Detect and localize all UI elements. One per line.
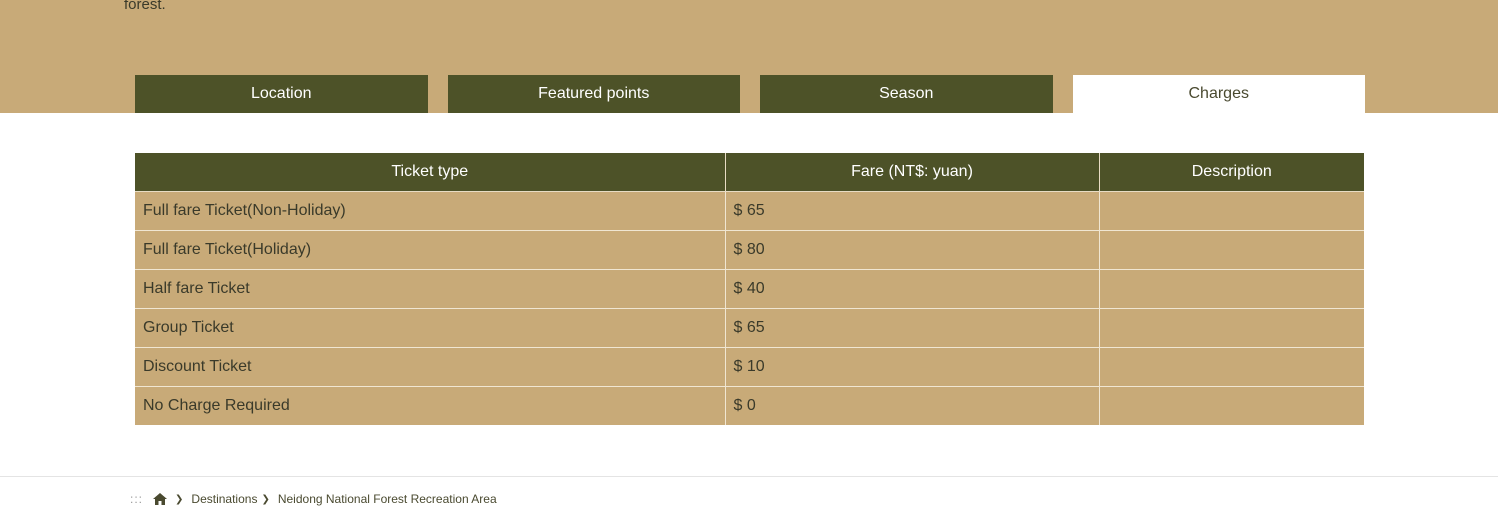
tab-season[interactable]: Season [760,75,1053,113]
table-row: Half fare Ticket $ 40 [135,269,1364,309]
fare-table: Ticket type Fare (NT$: yuan) Description… [135,153,1364,425]
ticket-type-cell: Group Ticket [135,308,726,348]
ticket-type-cell: Discount Ticket [135,347,726,387]
home-icon[interactable] [153,493,168,505]
description-cell [1099,230,1364,270]
description-cell [1099,191,1364,231]
fare-cell: $ 65 [725,191,1100,231]
table-row: Discount Ticket $ 10 [135,347,1364,387]
chevron-right-icon: ❯ [261,493,270,505]
fare-cell: $ 10 [725,347,1100,387]
header-description: Description [1099,153,1364,192]
header-fare: Fare (NT$: yuan) [725,153,1100,192]
description-cell [1099,347,1364,387]
fare-cell: $ 65 [725,308,1100,348]
accesskey-link[interactable]: ::: [130,492,144,506]
fare-cell: $ 40 [725,269,1100,309]
chevron-right-icon: ❯ [175,493,184,505]
footer-divider [0,476,1498,477]
description-cell [1099,386,1364,425]
breadcrumb-item-current[interactable]: Neidong National Forest Recreation Area [277,492,497,506]
description-cell [1099,308,1364,348]
tab-charges[interactable]: Charges [1072,75,1365,113]
table-header-row: Ticket type Fare (NT$: yuan) Description [135,153,1364,192]
info-tabs: Location Featured points Season Charges [135,75,1365,113]
ticket-type-cell: Full fare Ticket(Holiday) [135,230,726,270]
ticket-type-cell: Half fare Ticket [135,269,726,309]
fare-cell: $ 80 [725,230,1100,270]
header-ticket-type: Ticket type [135,153,726,192]
tab-location[interactable]: Location [135,75,428,113]
tab-featured-points[interactable]: Featured points [447,75,740,113]
description-cell [1099,269,1364,309]
ticket-type-cell: Full fare Ticket(Non-Holiday) [135,191,726,231]
table-row: Full fare Ticket(Non-Holiday) $ 65 [135,191,1364,231]
table-row: Full fare Ticket(Holiday) $ 80 [135,230,1364,270]
breadcrumb-item-destinations[interactable]: Destinations [191,492,258,506]
fare-cell: $ 0 [725,386,1100,425]
table-row: No Charge Required $ 0 [135,386,1364,425]
breadcrumb: ::: ❯ Destinations ❯ Neidong National Fo… [130,491,497,507]
ticket-type-cell: No Charge Required [135,386,726,425]
intro-text: forest. [124,0,166,13]
table-row: Group Ticket $ 65 [135,308,1364,348]
